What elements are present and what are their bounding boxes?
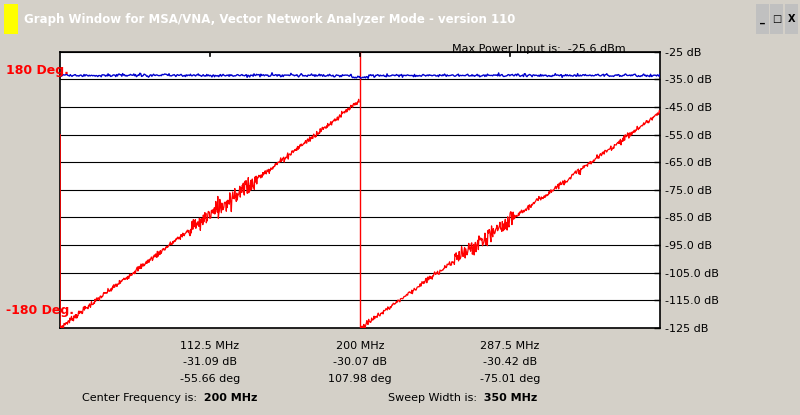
Text: 287.5 MHz: 287.5 MHz bbox=[480, 341, 540, 351]
Text: _: _ bbox=[760, 14, 765, 24]
Text: -55.66 deg: -55.66 deg bbox=[180, 374, 240, 384]
Text: Graph Window for MSA/VNA, Vector Network Analyzer Mode - version 110: Graph Window for MSA/VNA, Vector Network… bbox=[24, 12, 515, 26]
Text: 112.5 MHz: 112.5 MHz bbox=[181, 341, 239, 351]
Bar bbox=[785, 4, 798, 34]
Text: 200 MHz: 200 MHz bbox=[336, 341, 384, 351]
Text: -31.09 dB: -31.09 dB bbox=[183, 357, 237, 367]
Text: -180 Deg.: -180 Deg. bbox=[6, 305, 74, 317]
Text: -30.07 dB: -30.07 dB bbox=[333, 357, 387, 367]
Bar bbox=[4, 4, 18, 34]
Text: -30.42 dB: -30.42 dB bbox=[483, 357, 537, 367]
Text: 200 MHz: 200 MHz bbox=[200, 393, 258, 403]
Bar bbox=[770, 4, 783, 34]
Text: X: X bbox=[787, 14, 795, 24]
Text: 107.98 deg: 107.98 deg bbox=[328, 374, 392, 384]
Text: □: □ bbox=[772, 14, 782, 24]
Text: Sweep Width is:: Sweep Width is: bbox=[387, 393, 480, 403]
Text: Max Power Input is:  -25.6 dBm: Max Power Input is: -25.6 dBm bbox=[452, 44, 626, 54]
Text: Center Frequency is:: Center Frequency is: bbox=[82, 393, 200, 403]
Text: 350 MHz: 350 MHz bbox=[480, 393, 538, 403]
Text: -75.01 deg: -75.01 deg bbox=[480, 374, 540, 384]
Text: 180 Deg.: 180 Deg. bbox=[6, 64, 69, 77]
Bar bbox=[756, 4, 769, 34]
